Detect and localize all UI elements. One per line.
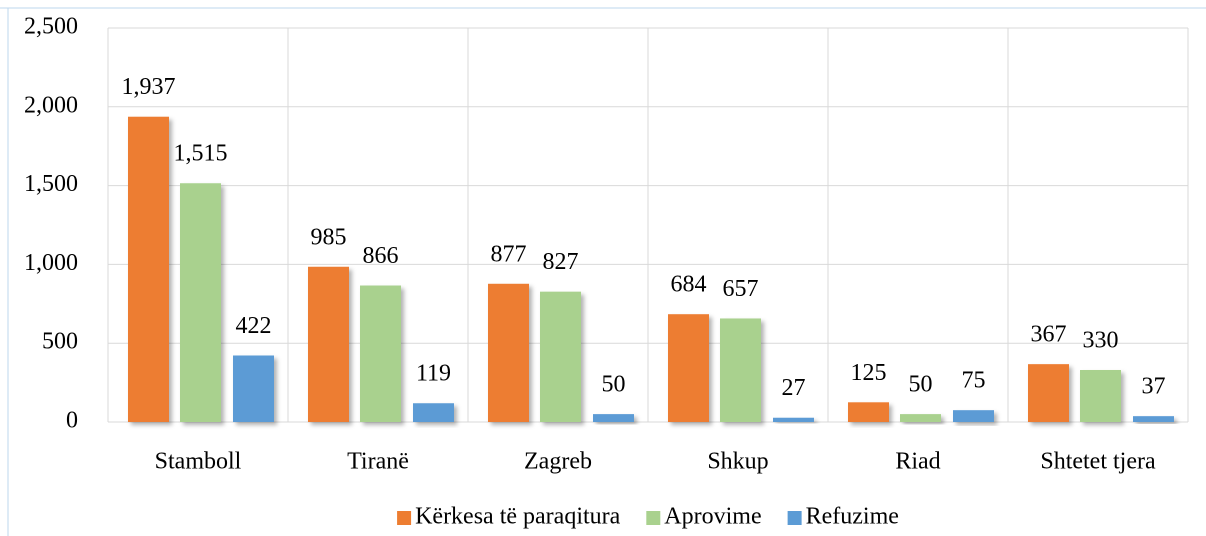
x-tick-label: Zagreb <box>524 449 592 475</box>
bar <box>360 285 401 422</box>
bar <box>1028 364 1069 422</box>
data-label: 119 <box>416 361 451 387</box>
data-label: 422 <box>236 313 272 339</box>
data-label: 827 <box>543 249 579 275</box>
bar <box>488 283 529 422</box>
bar <box>128 116 169 423</box>
legend-swatch <box>787 511 802 525</box>
data-label: 684 <box>671 272 707 298</box>
y-tick-label: 1,000 <box>24 250 78 276</box>
bar <box>848 402 889 422</box>
x-tick-label: Shtetet tjera <box>1040 449 1156 475</box>
x-tick-label: Shkup <box>707 449 768 475</box>
legend-swatch <box>397 511 412 525</box>
legend-label: Refuzime <box>806 504 899 530</box>
legend-label: Kërkesa të paraqitura <box>415 504 621 530</box>
data-label: 985 <box>311 224 347 250</box>
y-tick-label: 0 <box>66 408 78 434</box>
bar <box>668 314 709 422</box>
x-tick-label: Stamboll <box>155 449 242 475</box>
bar <box>593 414 634 422</box>
x-tick-label: Tiranë <box>347 449 409 475</box>
bar <box>1080 369 1121 422</box>
data-label: 37 <box>1142 374 1166 400</box>
bar <box>900 414 941 422</box>
bar <box>180 183 221 422</box>
data-label: 125 <box>851 360 887 386</box>
legend-label: Aprovime <box>664 504 761 530</box>
y-tick-label: 2,500 <box>24 14 78 40</box>
bar <box>540 291 581 422</box>
data-label: 330 <box>1083 327 1119 353</box>
data-label: 50 <box>909 372 933 398</box>
data-label: 75 <box>962 368 986 394</box>
data-label: 657 <box>723 276 759 302</box>
data-label: 50 <box>602 372 626 398</box>
legend-swatch <box>646 511 661 525</box>
data-label: 877 <box>491 241 527 267</box>
bar <box>773 417 814 422</box>
bar <box>233 355 274 422</box>
bar <box>308 266 349 422</box>
data-label: 1,515 <box>174 141 228 167</box>
y-tick-label: 1,500 <box>24 171 78 197</box>
bar <box>1133 416 1174 422</box>
data-label: 367 <box>1031 322 1067 348</box>
y-tick-label: 500 <box>42 329 78 355</box>
bar <box>720 318 761 422</box>
data-label: 1,937 <box>122 74 176 100</box>
data-label: 27 <box>782 375 806 401</box>
data-label: 866 <box>363 243 399 269</box>
y-tick-label: 2,000 <box>24 92 78 118</box>
x-tick-label: Riad <box>895 449 940 475</box>
bar <box>413 403 454 422</box>
bar <box>953 410 994 422</box>
